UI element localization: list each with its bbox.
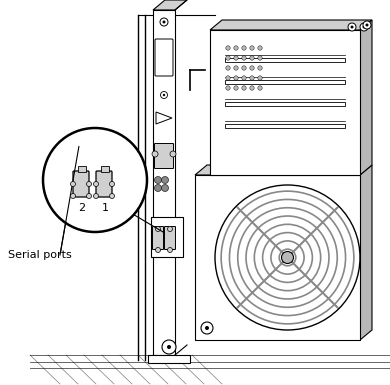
Text: 1: 1 [101, 203, 108, 213]
Bar [148, 355, 190, 363]
FancyBboxPatch shape [165, 226, 176, 249]
Circle shape [258, 76, 262, 80]
Circle shape [87, 181, 92, 186]
Circle shape [351, 25, 353, 28]
Bar [225, 102, 345, 106]
Polygon shape [360, 20, 372, 175]
Circle shape [226, 76, 230, 80]
FancyBboxPatch shape [73, 171, 89, 197]
Polygon shape [210, 20, 372, 30]
Circle shape [242, 76, 246, 80]
Polygon shape [153, 0, 187, 10]
Circle shape [201, 322, 213, 334]
Circle shape [43, 128, 147, 232]
Polygon shape [156, 112, 172, 124]
Circle shape [170, 151, 176, 157]
Text: Serial ports: Serial ports [8, 250, 72, 260]
Bar [78, 166, 86, 172]
Circle shape [161, 176, 168, 184]
Circle shape [156, 248, 161, 253]
Bar [225, 58, 345, 62]
Circle shape [258, 56, 262, 60]
Polygon shape [210, 30, 360, 175]
Circle shape [87, 194, 92, 199]
Circle shape [365, 23, 369, 27]
Circle shape [258, 86, 262, 90]
Circle shape [226, 86, 230, 90]
Circle shape [154, 184, 161, 191]
Circle shape [234, 66, 238, 70]
Circle shape [205, 326, 209, 330]
Bar [151, 217, 183, 257]
Bar [225, 124, 345, 128]
Circle shape [250, 46, 254, 50]
Circle shape [258, 46, 262, 50]
Circle shape [94, 194, 99, 199]
FancyBboxPatch shape [154, 144, 174, 169]
Circle shape [226, 46, 230, 50]
Circle shape [234, 46, 238, 50]
Circle shape [282, 251, 294, 263]
Circle shape [242, 56, 246, 60]
Circle shape [234, 76, 238, 80]
Circle shape [242, 66, 246, 70]
Circle shape [226, 66, 230, 70]
Circle shape [160, 18, 168, 26]
Polygon shape [195, 165, 372, 175]
Circle shape [110, 181, 115, 186]
Circle shape [250, 66, 254, 70]
Circle shape [234, 86, 238, 90]
Polygon shape [360, 165, 372, 340]
Polygon shape [153, 10, 175, 355]
Circle shape [250, 86, 254, 90]
Circle shape [242, 46, 246, 50]
Circle shape [71, 181, 76, 186]
Circle shape [362, 25, 365, 28]
Circle shape [71, 194, 76, 199]
Circle shape [154, 176, 161, 184]
Circle shape [152, 151, 158, 157]
Circle shape [94, 181, 99, 186]
Text: 2: 2 [78, 203, 85, 213]
Circle shape [163, 94, 165, 96]
Circle shape [110, 194, 115, 199]
Circle shape [363, 21, 371, 29]
Circle shape [156, 226, 161, 231]
Circle shape [258, 66, 262, 70]
Circle shape [167, 248, 172, 253]
Circle shape [167, 345, 171, 349]
Circle shape [161, 184, 168, 191]
Bar [101, 166, 109, 172]
Circle shape [250, 76, 254, 80]
Circle shape [167, 226, 172, 231]
Circle shape [348, 23, 356, 31]
Polygon shape [195, 175, 360, 340]
Circle shape [226, 56, 230, 60]
Circle shape [163, 20, 165, 23]
Circle shape [242, 86, 246, 90]
Circle shape [250, 56, 254, 60]
FancyBboxPatch shape [96, 171, 112, 197]
Circle shape [162, 340, 176, 354]
FancyBboxPatch shape [152, 226, 163, 249]
Bar [225, 80, 345, 84]
Circle shape [161, 92, 167, 99]
Circle shape [360, 23, 368, 31]
Circle shape [234, 56, 238, 60]
FancyBboxPatch shape [155, 39, 173, 76]
